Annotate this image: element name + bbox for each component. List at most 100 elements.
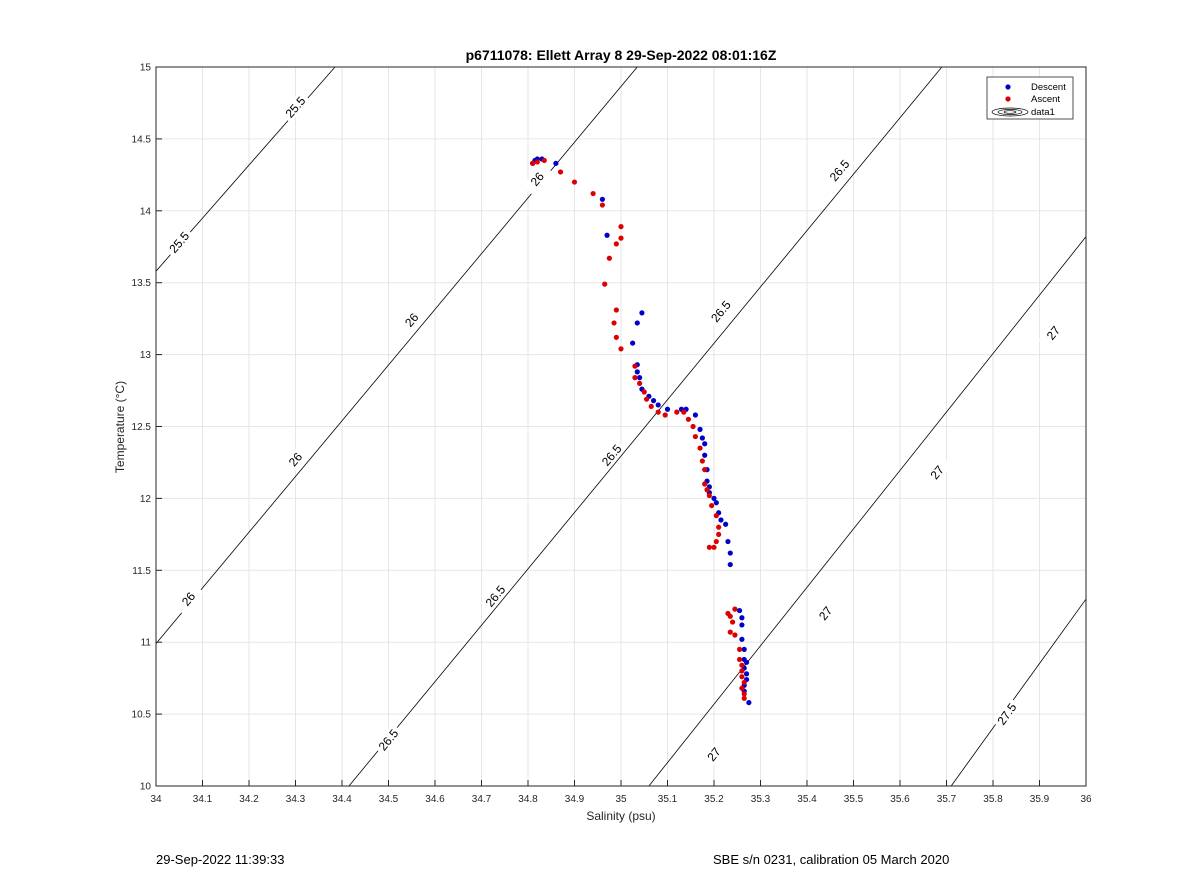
ascent-point <box>613 241 619 247</box>
x-tick-label: 35.8 <box>983 794 1003 805</box>
ascent-point <box>706 492 712 499</box>
sensor-calibration-note: SBE s/n 0231, calibration 05 March 2020 <box>713 852 950 867</box>
ascent-point <box>732 606 738 612</box>
ascent-point <box>618 235 624 241</box>
x-tick-label: 34.3 <box>286 794 306 805</box>
ascent-point <box>655 409 661 415</box>
x-tick-label: 34.1 <box>193 794 213 805</box>
ascent-point <box>632 363 638 369</box>
contour-label: 27 <box>1038 316 1069 350</box>
contour-label-gap <box>164 226 195 259</box>
contour-label: 26 <box>522 163 553 196</box>
descent-point <box>727 561 733 568</box>
ascent-point <box>739 674 745 680</box>
density-contour-line <box>950 598 1087 787</box>
x-tick-label: 35.3 <box>751 794 771 805</box>
legend: Descent Ascent data1 <box>986 76 1074 120</box>
ascent-point <box>709 502 715 509</box>
legend-contour-icon <box>991 107 1029 117</box>
descent-point <box>630 340 636 346</box>
contour-label: 26.5 <box>373 723 404 757</box>
ascent-point <box>736 656 743 663</box>
descent-point <box>664 406 671 412</box>
ascent-point <box>530 160 536 166</box>
ascent-point <box>674 409 680 415</box>
x-tick-label: 35.7 <box>937 794 957 805</box>
ascent-point <box>713 538 719 545</box>
ascent-point <box>637 380 643 386</box>
ascent-point <box>692 433 699 440</box>
descent-point <box>736 607 743 614</box>
legend-label-data1: data1 <box>1031 107 1055 118</box>
x-tick-label: 35.1 <box>658 794 678 805</box>
descent-series <box>530 156 752 706</box>
contour-label-gap <box>824 154 855 187</box>
x-tick-label: 34.4 <box>332 794 352 805</box>
x-tick-label: 35.4 <box>797 794 817 805</box>
ascent-point <box>611 320 617 326</box>
ascent-point <box>632 375 638 381</box>
descent-point <box>639 310 645 316</box>
ascent-point <box>727 613 733 619</box>
x-tick-label: 35 <box>615 794 627 805</box>
density-contour-line <box>155 66 638 644</box>
descent-point <box>741 646 747 652</box>
density-contours: 25.525.52626262626.526.526.526.526.52727… <box>155 66 1087 787</box>
ascent-point <box>702 467 708 473</box>
y-tick-label: 12 <box>140 494 152 505</box>
descent-point <box>743 659 750 665</box>
ascent-point <box>713 513 719 519</box>
contour-label: 26.5 <box>824 154 855 187</box>
ascent-point <box>571 179 578 185</box>
y-tick-label: 10.5 <box>132 710 152 721</box>
ascent-point <box>741 691 747 697</box>
contour-label-gap <box>280 443 311 476</box>
ascent-point <box>643 396 650 402</box>
contour-label-gap <box>1038 316 1069 350</box>
chart-title: p6711078: Ellett Array 8 29-Sep-2022 08:… <box>466 47 777 63</box>
y-tick-label: 12.5 <box>132 422 152 433</box>
ascent-point <box>741 695 747 701</box>
descent-point <box>699 435 705 441</box>
x-tick-label: 34.8 <box>518 794 538 805</box>
ascent-point <box>704 487 710 493</box>
density-contour-line <box>648 236 1087 787</box>
x-tick-label: 35.6 <box>890 794 910 805</box>
y-tick-label: 11 <box>141 638 152 649</box>
legend-marker-ascent <box>1005 96 1011 102</box>
ascent-point <box>685 416 692 422</box>
ascent-point <box>716 524 722 530</box>
ascent-point <box>662 412 668 418</box>
contour-label: 25.5 <box>164 226 195 259</box>
ascent-point <box>739 685 745 691</box>
x-tick-label: 36 <box>1080 794 1092 805</box>
x-tick-label: 34.7 <box>472 794 492 805</box>
descent-point <box>604 232 610 238</box>
descent-point <box>727 550 733 556</box>
descent-point <box>739 622 745 628</box>
ascent-series <box>530 157 747 701</box>
ascent-point <box>541 157 547 164</box>
x-axis-label: Salinity (psu) <box>586 809 655 823</box>
descent-point <box>702 452 708 458</box>
contour-label-gap <box>280 91 311 124</box>
contour-label-gap <box>992 697 1022 731</box>
y-tick-label: 10 <box>140 782 152 793</box>
contour-label-gap <box>373 723 404 757</box>
contour-label: 26 <box>396 304 427 337</box>
descent-point <box>743 671 750 677</box>
y-tick-label: 13.5 <box>132 278 152 289</box>
descent-point <box>599 196 606 202</box>
legend-box <box>986 76 1074 120</box>
y-axis-label: Temperature (°C) <box>113 381 127 473</box>
descent-point <box>637 375 643 381</box>
descent-point <box>711 495 717 501</box>
contour-label-gap <box>522 163 553 196</box>
descent-point <box>697 426 703 432</box>
x-axis: 34 34.1 34.2 34.3 34.4 34.5 34.6 34.7 34.8 34.9 35… <box>150 780 1092 805</box>
x-tick-label: 35.9 <box>1030 794 1050 805</box>
ascent-point <box>711 544 717 550</box>
contour-label-gap <box>706 295 736 328</box>
ascent-point <box>739 668 745 674</box>
